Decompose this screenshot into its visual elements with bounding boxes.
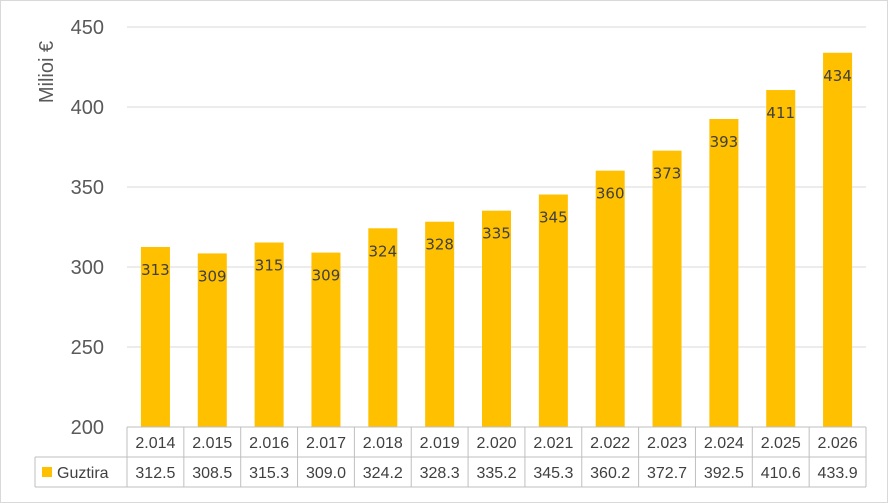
category-label: 2.024 — [704, 435, 744, 452]
bar — [823, 52, 853, 427]
table-value: 309.0 — [306, 465, 346, 482]
y-tick-label: 450 — [71, 17, 104, 39]
y-tick-label: 400 — [71, 97, 104, 119]
table-value: 315.3 — [249, 465, 289, 482]
category-label: 2.021 — [533, 435, 573, 452]
y-axis-title: Milioi € — [36, 41, 58, 103]
data-label: 411 — [766, 104, 795, 122]
table-value: 308.5 — [192, 465, 232, 482]
legend-series-name: Guztira — [57, 465, 109, 482]
table-value: 433.9 — [818, 465, 858, 482]
category-label: 2.025 — [761, 435, 801, 452]
data-label: 393 — [710, 133, 739, 151]
table-value: 345.3 — [533, 465, 573, 482]
category-label: 2.019 — [420, 435, 460, 452]
data-label: 313 — [141, 261, 170, 279]
bar — [482, 210, 511, 427]
bar — [254, 242, 284, 427]
bar — [368, 228, 398, 427]
category-label: 2.020 — [476, 435, 516, 452]
data-label: 315 — [255, 257, 284, 275]
bar — [425, 221, 455, 427]
y-tick-label: 250 — [71, 337, 104, 359]
data-labels: 313 309 315 309 324 328 335 345 360 373 393 411 434 — [141, 67, 852, 286]
table-value: 335.2 — [476, 465, 516, 482]
bar — [140, 247, 170, 427]
category-label: 2.016 — [249, 435, 289, 452]
data-label: 309 — [198, 267, 227, 285]
legend-key — [42, 467, 52, 477]
category-label: 2.017 — [306, 435, 346, 452]
data-label: 434 — [823, 67, 852, 85]
data-label: 360 — [596, 185, 625, 203]
data-label: 373 — [653, 165, 682, 183]
bar — [538, 194, 568, 427]
data-label: 324 — [368, 242, 397, 260]
category-label: 2.015 — [192, 435, 232, 452]
table-value: 360.2 — [590, 465, 630, 482]
data-label: 335 — [482, 225, 511, 243]
table-value: 410.6 — [761, 465, 801, 482]
y-tick-label: 300 — [71, 257, 104, 279]
category-label: 2.023 — [647, 435, 687, 452]
bar — [709, 119, 739, 427]
table-value: 328.3 — [420, 465, 460, 482]
bar — [652, 150, 682, 427]
data-label: 345 — [539, 209, 568, 227]
bar — [311, 252, 341, 427]
y-tick-label: 350 — [71, 177, 104, 199]
data-label: 309 — [312, 267, 341, 285]
category-label: 2.018 — [363, 435, 403, 452]
bar — [595, 170, 625, 427]
category-label: 2.022 — [590, 435, 630, 452]
table-value: 372.7 — [647, 465, 687, 482]
category-label: 2.026 — [818, 435, 858, 452]
data-table: 2.014 2.015 2.016 2.017 2.018 2.019 2.020 2.021… — [34, 426, 867, 488]
table-value: 324.2 — [363, 465, 403, 482]
bars — [140, 52, 853, 427]
category-label: 2.014 — [135, 435, 175, 452]
table-value: 392.5 — [704, 465, 744, 482]
y-axis: 200 250 300 350 400 450 — [71, 17, 104, 439]
bar — [766, 90, 796, 427]
bar — [197, 253, 227, 427]
table-value: 312.5 — [135, 465, 175, 482]
y-tick-label: 200 — [71, 417, 104, 439]
data-label: 328 — [425, 236, 454, 254]
